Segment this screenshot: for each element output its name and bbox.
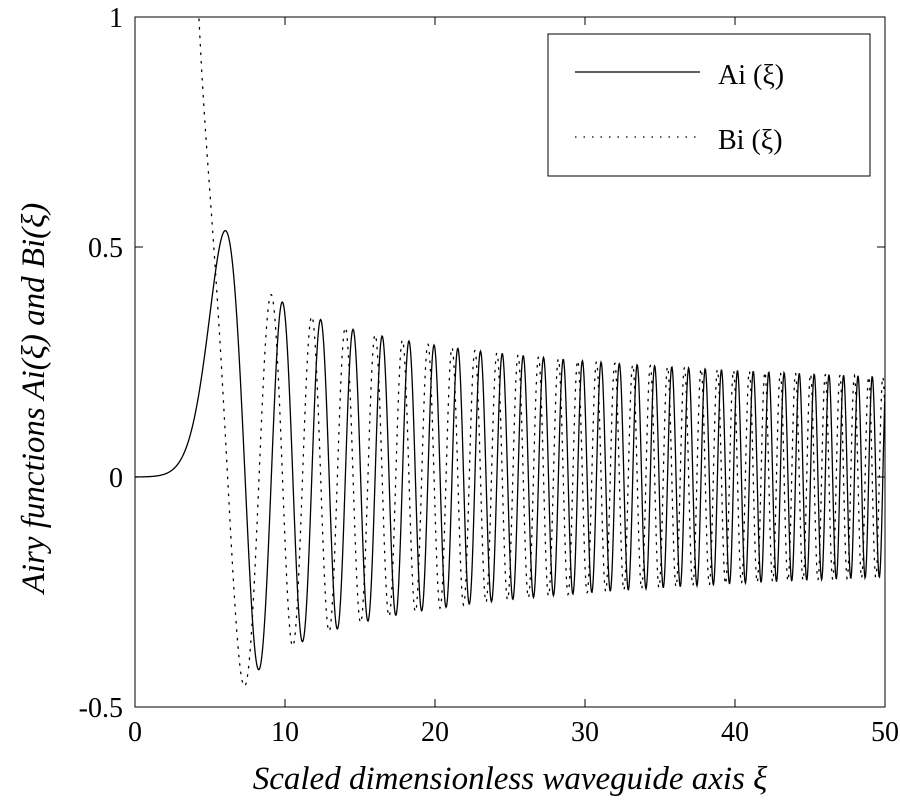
y-tick-label: 0 [109,463,123,494]
x-tick-label: 50 [871,717,899,748]
legend-label-bi: Bi (ξ) [718,125,783,156]
legend-label-ai: Ai (ξ) [718,60,784,91]
plot-frame [134,16,886,708]
tick-labels: 0 10 20 30 40 50-0.500.51 [79,3,899,748]
x-tick-label: 30 [571,717,599,748]
x-axis-label: Scaled dimensionless waveguide axis ξ [253,761,768,797]
y-axis-label: Airy functions Ai(ξ) and Bi(ξ) [16,203,52,596]
x-tick-label: 0 [128,717,142,748]
x-tick-label: 10 [271,717,299,748]
legend-box [547,33,871,177]
y-tick-label: 0.5 [88,233,123,264]
y-tick-label: 1 [109,3,123,34]
legend: Ai (ξ) Bi (ξ) [547,33,871,177]
series-line-ai [135,229,886,671]
x-tick-label: 40 [721,717,749,748]
y-tick-label: -0.5 [79,693,123,724]
curves [135,18,886,687]
axis-ticks [134,16,886,708]
x-tick-label: 20 [421,717,449,748]
